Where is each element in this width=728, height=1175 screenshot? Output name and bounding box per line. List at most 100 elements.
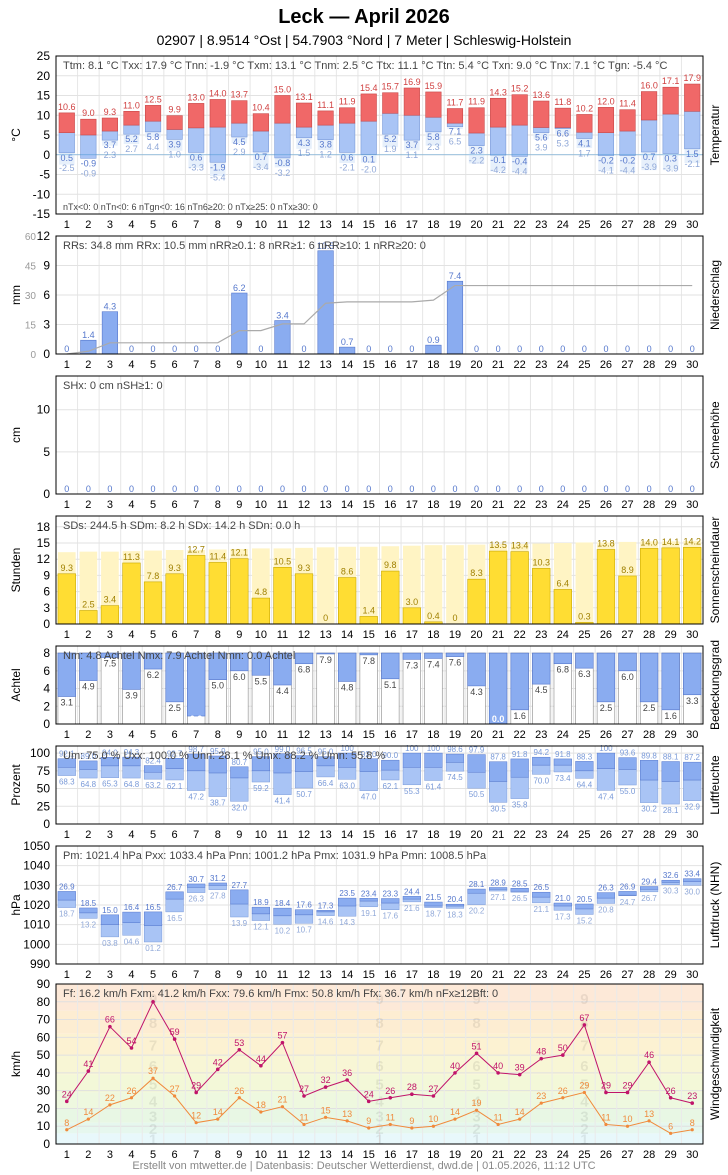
y-tick-label: 2 (43, 699, 50, 713)
x-tick-label: 20 (470, 219, 482, 231)
cloud-label: 5.5 (255, 676, 268, 686)
pressure-lower-bar (165, 898, 184, 913)
cloud-label: 6.8 (298, 665, 311, 675)
humidity-max-label: 82.4 (145, 757, 161, 766)
humidity-lower-bar (273, 772, 292, 795)
x-tick-label: 23 (535, 729, 547, 741)
pressure-min-label: 14.3 (339, 918, 355, 927)
humidity-lower-bar (57, 767, 76, 776)
tgn-bar (641, 151, 657, 171)
sunshine-bar (532, 568, 551, 625)
tmax-bar (144, 105, 162, 122)
pressure-max-label: 21.5 (426, 893, 442, 902)
sunshine-label: 14.1 (662, 537, 680, 547)
x-tick-label: 22 (514, 359, 526, 371)
humidity-upper-bar (639, 760, 659, 781)
x-tick-label: 19 (449, 969, 461, 981)
pressure-upper-bar (294, 909, 314, 916)
x-tick-label: 19 (449, 829, 461, 841)
mean-wind-point (108, 1103, 112, 1107)
humidity-max-label: 88.1 (663, 753, 679, 762)
pressure-upper-bar (618, 891, 637, 896)
pressure-upper-bar (187, 883, 206, 888)
mean-wind-label: 8 (64, 1118, 69, 1128)
humidity-lower-bar (575, 770, 594, 779)
gust-point (108, 1024, 112, 1029)
x-tick-label: 8 (215, 729, 221, 741)
mean-wind-label: 26 (558, 1086, 568, 1096)
cloud-cover-bar (187, 652, 206, 717)
pressure-upper-bar (489, 887, 508, 890)
x-tick-label: 11 (277, 359, 288, 371)
humidity-lower-bar (143, 771, 163, 780)
panel-pressure: 26.9 18.7 18.5 13.2 15.0 03.8 16.4 04.6 16.5 01.2… (9, 839, 722, 981)
x-tick-label: 23 (535, 219, 547, 231)
x-tick-label: 26 (600, 629, 612, 641)
sunshine-bar (488, 550, 508, 625)
tmax-label: 17.9 (683, 73, 701, 83)
x-tick-label: 22 (514, 219, 526, 231)
stats-line: RRs: 34.8 mm RRx: 10.5 mm nRR≥0.1: 8 nRR… (63, 240, 426, 252)
gust-point (647, 1060, 651, 1065)
cloud-label: 2.5 (643, 703, 656, 713)
humidity-upper-bar (661, 761, 680, 782)
humidity-upper-bar (467, 754, 486, 773)
beaufort-label: 3 (149, 1109, 157, 1126)
pressure-min-label: 16.5 (167, 914, 183, 923)
sunshine-possible-bar (359, 546, 378, 624)
precip-label: 0 (668, 344, 673, 354)
mean-wind-label: 29 (579, 1080, 589, 1090)
pressure-lower-bar (489, 889, 508, 892)
gust-point (625, 1090, 630, 1095)
gust-label: 46 (644, 1050, 654, 1060)
gust-point (410, 1092, 414, 1097)
x-tick-label: 9 (236, 629, 242, 641)
x-tick-label: 28 (643, 359, 655, 371)
mean-wind-point (647, 1119, 651, 1123)
pressure-min-label: 21.1 (533, 905, 549, 914)
tmin-mean-bar (619, 130, 636, 156)
snow-label: 0 (452, 484, 457, 494)
tgn-label: 4.4 (147, 142, 160, 152)
x-tick-label: 15 (363, 359, 375, 371)
tgn-bar (425, 131, 442, 146)
tmax-bar (576, 114, 593, 133)
gust-label: 50 (558, 1043, 568, 1053)
pressure-min-label: 27.1 (490, 893, 506, 902)
pressure-upper-bar (359, 898, 378, 902)
beaufort-label: 8 (149, 1015, 157, 1032)
humidity-upper-bar (489, 761, 508, 782)
panel-precipitation: 0 1.4 4.3 0 0 0 0 0 6.2 0 3.4 0 10.5 0.7 0 0 0 0.9 7.4 0 0 0 0… (9, 229, 722, 371)
plot-frame (55, 845, 704, 965)
y-tick-label: 5 (43, 128, 50, 142)
x-tick-label: 13 (319, 219, 331, 231)
pressure-min-label: 21.6 (404, 904, 420, 913)
beaufort-label: 6 (580, 1058, 588, 1075)
x-tick-label: 5 (150, 729, 156, 741)
y-tick-label: 3 (43, 601, 50, 615)
beaufort-label: 1 (149, 1132, 157, 1149)
x-tick-label: 21 (492, 829, 504, 841)
humidity-min-label: 47.0 (361, 793, 377, 802)
gust-label: 28 (407, 1082, 417, 1092)
gust-label: 24 (364, 1089, 374, 1099)
x-tick-label: 27 (621, 729, 633, 741)
x-tick-label: 15 (363, 729, 375, 741)
beaufort-label: 9 (149, 991, 157, 1008)
tmin-mean-bar (403, 114, 420, 141)
sunshine-bar (122, 562, 141, 625)
humidity-max-label: 93.6 (620, 749, 636, 758)
snow-label: 0 (107, 484, 112, 494)
pressure-min-label: 26.5 (512, 894, 528, 903)
x-tick-label: 12 (298, 499, 310, 511)
pressure-upper-bar (230, 889, 249, 905)
tmax-bar (188, 103, 205, 129)
sunshine-label: 9.3 (168, 563, 181, 573)
humidity-upper-bar (122, 756, 141, 767)
beaufort-label: 7 (149, 1037, 157, 1054)
mean-wind-point (453, 1117, 457, 1121)
sunshine-possible-bar (424, 545, 443, 624)
stats-line: SDs: 244.5 h SDm: 8.2 h SDx: 14.2 h SDn:… (63, 520, 300, 532)
x-tick-label: 27 (621, 629, 633, 641)
x-tick-label: 20 (470, 359, 482, 371)
